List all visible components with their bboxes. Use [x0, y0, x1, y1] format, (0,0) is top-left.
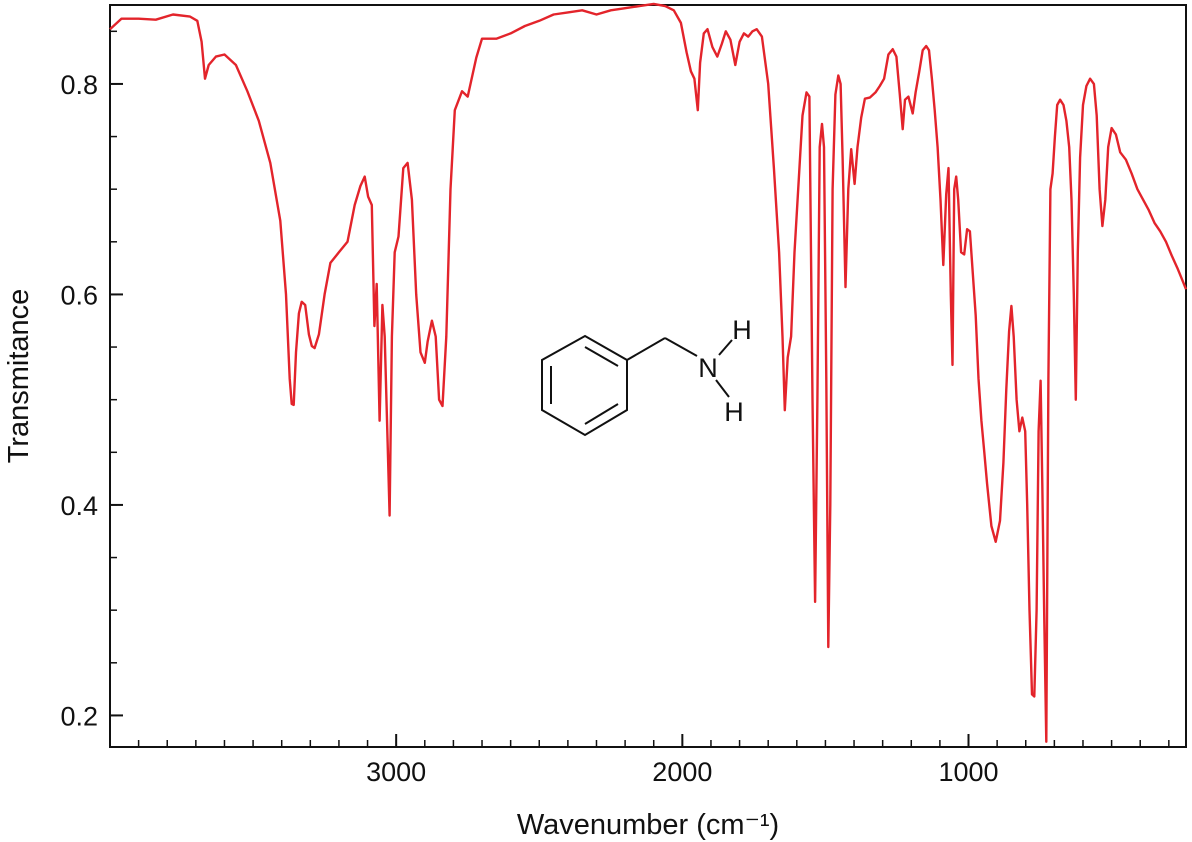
- atom-label-n: N: [698, 353, 718, 383]
- n-h-bond-lower: [715, 379, 730, 398]
- spectrum-series-line: [109, 2, 1188, 743]
- minor-ticks: [110, 30, 1170, 747]
- atom-label-h-upper: H: [732, 315, 752, 345]
- y-axis-ticks: 0.2 0.4 0.6 0.8: [60, 70, 123, 731]
- ring-double-bond: [584, 403, 619, 425]
- x-axis-title: Wavenumber (cm⁻¹): [517, 809, 779, 841]
- x-tick-label: 2000: [652, 757, 712, 787]
- benzylamine-structure: [541, 334, 733, 437]
- y-tick-label: 0.6: [60, 280, 98, 310]
- y-tick-label: 0.8: [60, 70, 98, 100]
- ch2-bond: [626, 337, 666, 361]
- x-tick-label: 1000: [938, 757, 998, 787]
- y-tick-label: 0.4: [60, 491, 98, 521]
- x-axis-ticks: 3000 2000 1000: [366, 734, 999, 787]
- atom-label-h-lower: H: [724, 397, 744, 427]
- plot-frame: [109, 4, 1187, 748]
- x-tick-label: 3000: [366, 757, 426, 787]
- n-h-bond-upper: [718, 339, 733, 356]
- c-n-bond: [664, 337, 698, 357]
- benzene-ring: [541, 334, 628, 437]
- y-axis-title: Transmitance: [3, 289, 35, 464]
- y-tick-label: 0.2: [60, 701, 98, 731]
- ring-double-bond: [584, 346, 619, 367]
